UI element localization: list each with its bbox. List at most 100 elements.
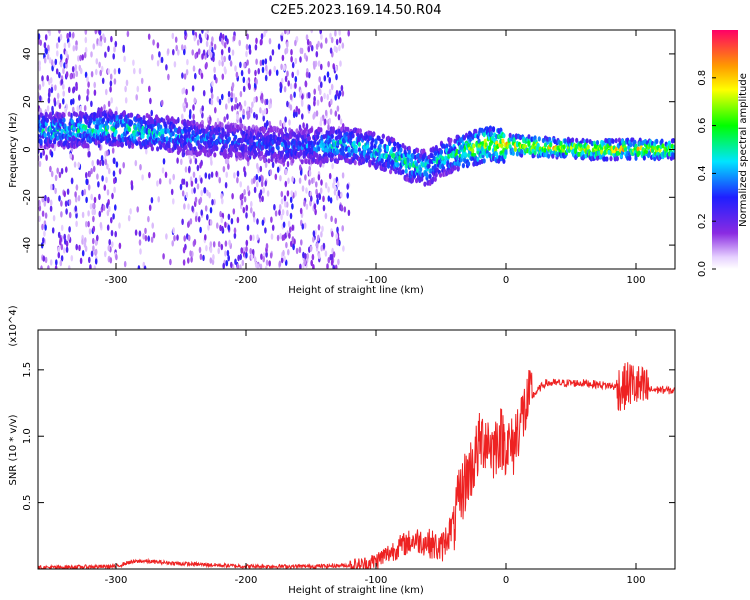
heatmap-cell xyxy=(173,235,176,242)
heatmap-cell xyxy=(333,45,337,52)
heatmap-cell xyxy=(339,118,343,125)
heatmap-cell xyxy=(72,98,75,105)
heatmap-cell xyxy=(394,169,398,175)
heatmap-cell xyxy=(327,257,331,264)
heatmap-cell xyxy=(328,77,332,84)
heatmap-cell xyxy=(415,178,419,184)
heatmap-cell xyxy=(160,56,164,64)
heatmap-cell xyxy=(256,263,260,269)
heatmap-cell xyxy=(185,181,189,188)
heatmap-cell xyxy=(316,198,319,205)
heatmap-cell xyxy=(62,83,65,90)
heatmap-cell xyxy=(232,93,236,100)
heatmap-cell xyxy=(289,83,293,90)
heatmap-cell xyxy=(113,186,116,193)
heatmap-cell xyxy=(50,59,54,66)
heatmap-cell xyxy=(303,222,307,229)
heatmap-cell xyxy=(51,65,54,72)
heatmap-cell xyxy=(357,141,361,147)
heatmap-cell xyxy=(130,112,134,118)
heatmap-cell xyxy=(203,148,207,155)
heatmap-cell xyxy=(65,240,69,247)
heatmap-cell xyxy=(102,204,106,211)
heatmap-cell xyxy=(197,216,201,223)
heatmap-cell xyxy=(276,166,280,173)
heatmap-cell xyxy=(253,112,256,119)
heatmap-cell xyxy=(99,35,103,42)
heatmap-cell xyxy=(156,180,159,187)
heatmap-cell xyxy=(252,177,256,184)
heatmap-cell xyxy=(294,39,297,47)
heatmap-cell xyxy=(575,137,579,143)
heatmap-cell xyxy=(46,105,50,112)
heatmap-cell xyxy=(311,253,315,261)
heatmap-cell xyxy=(242,85,246,93)
heatmap-cell xyxy=(239,118,243,125)
heatmap-cell xyxy=(245,212,248,219)
heatmap-cell xyxy=(245,50,248,58)
heatmap-cell xyxy=(300,239,303,246)
heatmap-cell xyxy=(109,73,113,80)
heatmap-cell xyxy=(142,233,145,240)
heatmap-cell xyxy=(86,143,90,149)
y-tick-label: 0 xyxy=(22,146,33,152)
heatmap-cell xyxy=(181,190,185,197)
heatmap-cell xyxy=(221,60,224,67)
heatmap-cell xyxy=(211,80,214,88)
heatmap-cell xyxy=(283,86,287,93)
heatmap-cell xyxy=(341,172,345,179)
heatmap-cell xyxy=(637,150,641,156)
heatmap-cell xyxy=(76,105,80,112)
heatmap-cell xyxy=(193,187,196,194)
heatmap-cell xyxy=(90,100,93,108)
heatmap-cell xyxy=(358,128,362,134)
heatmap-cell xyxy=(274,173,278,180)
heatmap-cell xyxy=(53,100,57,107)
heatmap-cell xyxy=(261,195,264,202)
heatmap-cell xyxy=(199,196,203,204)
heatmap-cell xyxy=(317,252,321,260)
heatmap-cell xyxy=(253,186,257,194)
heatmap-cell xyxy=(280,150,284,156)
heatmap-cell xyxy=(147,33,151,40)
heatmap-cell xyxy=(549,142,553,148)
heatmap-cell xyxy=(275,69,279,76)
heatmap-cell xyxy=(164,171,168,178)
heatmap-cell xyxy=(289,196,293,203)
heatmap-cell xyxy=(328,117,332,125)
heatmap-cell xyxy=(43,57,47,64)
heatmap-cell xyxy=(79,257,83,264)
heatmap-cell xyxy=(49,199,53,206)
heatmap-cell xyxy=(213,73,217,81)
heatmap-cell xyxy=(174,36,178,43)
heatmap-cell xyxy=(249,234,253,241)
heatmap-cell xyxy=(315,188,318,196)
heatmap-cell xyxy=(69,152,72,160)
heatmap-cell xyxy=(265,251,268,258)
heatmap-cell xyxy=(93,265,97,269)
heatmap-cell xyxy=(341,146,345,153)
heatmap-cell xyxy=(255,96,258,103)
heatmap-cell xyxy=(232,208,236,215)
heatmap-cell xyxy=(107,133,111,139)
heatmap-cell xyxy=(269,252,273,259)
heatmap-cell xyxy=(207,49,211,56)
heatmap-cell xyxy=(87,81,90,88)
heatmap-cell xyxy=(242,108,245,116)
heatmap-cell xyxy=(323,92,326,100)
heatmap-cell xyxy=(42,237,45,244)
heatmap-cell xyxy=(232,34,236,42)
heatmap-cell xyxy=(278,209,281,216)
heatmap-cell xyxy=(43,132,47,138)
heatmap-cell xyxy=(385,146,389,152)
heatmap-cell xyxy=(313,203,317,210)
heatmap-cell xyxy=(101,175,104,182)
heatmap-cell xyxy=(56,92,60,100)
heatmap-cell xyxy=(329,47,333,54)
heatmap-cell xyxy=(269,133,273,140)
heatmap-cell xyxy=(185,69,189,76)
heatmap-cell xyxy=(55,259,58,266)
heatmap-cell xyxy=(181,44,184,51)
heatmap-cell xyxy=(246,185,250,192)
heatmap-cell xyxy=(288,119,291,126)
